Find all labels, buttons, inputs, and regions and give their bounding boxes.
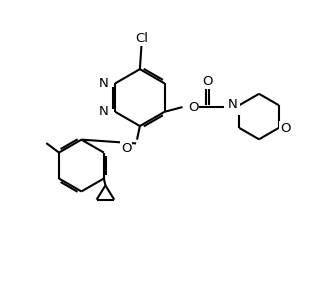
Text: N: N <box>228 98 238 111</box>
Text: O: O <box>280 122 291 135</box>
Text: Cl: Cl <box>135 32 148 45</box>
Text: N: N <box>98 77 108 90</box>
Text: O: O <box>188 101 198 114</box>
Text: N: N <box>98 105 108 118</box>
Text: O: O <box>121 142 131 155</box>
Text: O: O <box>202 75 213 88</box>
Text: N: N <box>230 101 239 114</box>
